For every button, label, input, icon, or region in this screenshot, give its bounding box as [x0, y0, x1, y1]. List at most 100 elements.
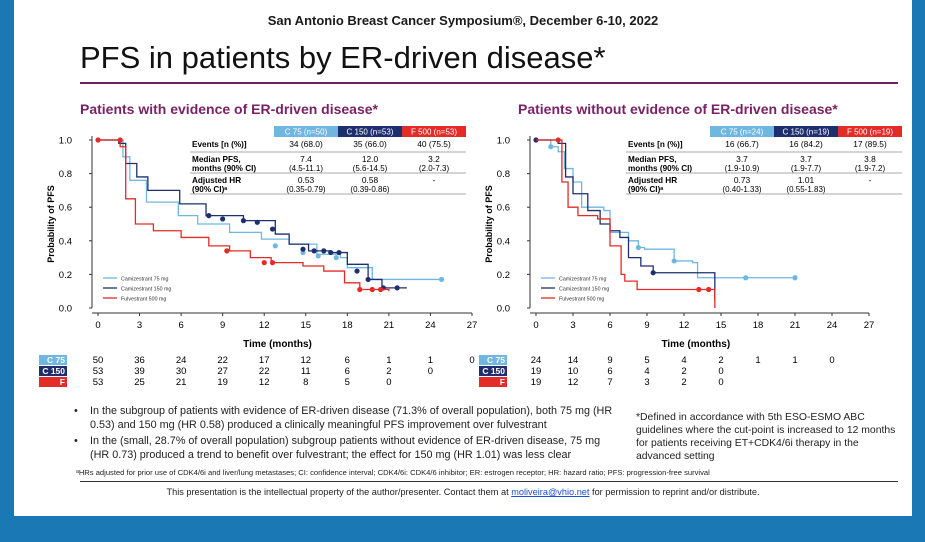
table-cell-value: -	[869, 175, 872, 185]
censor-mark-c150	[311, 248, 317, 254]
censor-mark-f500	[369, 286, 375, 293]
y-tick-label: 0.6	[497, 203, 510, 214]
table-cell-value: 0.53	[298, 175, 315, 185]
slide: San Antonio Breast Cancer Symposium®, De…	[14, 0, 912, 516]
bullet-1: • In the subgroup of patients with eviden…	[74, 405, 613, 431]
at-risk-count: 4	[681, 355, 686, 366]
table-header-cell	[710, 126, 774, 137]
censor-mark-c150	[328, 249, 334, 256]
at-risk-count: 12	[568, 377, 579, 388]
right-chart-title: Patients without evidence of ER-driven d…	[518, 101, 838, 117]
table-row-label: (90% CI)ᵃ	[192, 185, 228, 194]
x-tick-label: 15	[300, 320, 311, 331]
footnote: ᵃHRs adjusted for prior use of CDK4/6i a…	[76, 468, 710, 477]
table-cell-value: 40 (75.5)	[417, 139, 451, 149]
x-tick-label: 0	[533, 320, 538, 331]
at-risk-count: 7	[607, 377, 612, 388]
table-cell-value: 12.0	[362, 154, 379, 164]
at-risk-count: 0	[428, 366, 433, 377]
censor-mark-c150	[336, 249, 342, 256]
left-chart-title: Patients with evidence of ER-driven dise…	[80, 101, 378, 117]
censor-mark-f500	[224, 248, 230, 254]
x-tick-label: 6	[178, 320, 183, 331]
at-risk-count: 36	[134, 355, 145, 366]
at-risk-count: 2	[386, 366, 391, 377]
censor-mark-c75	[671, 258, 677, 264]
at-risk-arm-label: F	[60, 377, 65, 387]
at-risk-count: 19	[531, 377, 542, 388]
censor-mark-f500	[706, 286, 712, 293]
at-risk-count: 30	[176, 366, 187, 377]
km-curve-f500	[98, 139, 390, 292]
at-risk-count: 19	[217, 377, 228, 388]
censor-mark-c150	[254, 219, 260, 225]
table-cell-ci: (1.9-7.2)	[855, 164, 886, 173]
censor-mark-c75	[333, 255, 339, 261]
table-cell-ci: (1.9-10.9)	[725, 164, 760, 173]
at-risk-count: 24	[531, 355, 542, 366]
table-header-label: F 500 (n=53)	[411, 128, 457, 137]
at-risk-count: 53	[93, 366, 104, 377]
km-curve-c150	[98, 139, 407, 289]
at-risk-count: 25	[134, 377, 145, 388]
at-risk-arm-badge	[479, 377, 507, 387]
at-risk-count: 4	[644, 366, 649, 377]
x-axis-label: Time (months)	[243, 339, 312, 350]
table-row-label: Adjusted HR	[192, 176, 241, 185]
censor-mark-c75	[635, 244, 641, 251]
conference-header: San Antonio Breast Cancer Symposium®, De…	[267, 13, 659, 28]
table-header-cell	[402, 126, 466, 137]
table-row-label: (90% CI)ᵃ	[628, 185, 664, 194]
y-axis-label: Probability of PFS	[484, 185, 494, 263]
table-cell-value: 3.7	[736, 154, 748, 164]
y-tick-label: 0.4	[497, 236, 510, 247]
table-cell-value: 1.01	[798, 175, 815, 185]
x-tick-label: 18	[753, 320, 764, 331]
table-body	[626, 137, 902, 193]
table-cell-value: 0.73	[734, 175, 751, 185]
censor-mark-c75	[438, 276, 445, 283]
at-risk-count: 22	[217, 355, 228, 366]
at-risk-count: 12	[300, 355, 311, 366]
y-tick-label: 0.0	[497, 304, 510, 315]
at-risk-count: 9	[607, 355, 612, 366]
at-risk-count: 50	[93, 355, 104, 366]
table-row-label: months (90% CI)	[192, 164, 256, 173]
censor-mark-c150	[206, 213, 212, 219]
y-tick-label: 0.4	[59, 236, 72, 247]
censor-mark-c75	[272, 243, 278, 249]
contact-email-link[interactable]: moliveira@vhio.net	[511, 487, 590, 497]
censor-mark-f500	[117, 137, 123, 143]
censor-mark-f500	[357, 286, 363, 293]
at-risk-count: 6	[345, 355, 350, 366]
table-cell-value: 17 (89.5)	[853, 139, 887, 149]
property-notice: This presentation is the intellectual pr…	[166, 487, 760, 497]
table-header-label: F 500 (n=19)	[847, 128, 893, 137]
legend-label: Camizestrant 150 mg	[559, 287, 609, 293]
censor-mark-c150	[365, 276, 371, 283]
table-row-label: Adjusted HR	[628, 176, 677, 185]
x-tick-label: 24	[827, 320, 838, 331]
table-cell-value: -	[433, 175, 436, 185]
at-risk-count: 5	[644, 355, 649, 366]
x-tick-label: 0	[95, 320, 100, 331]
table-header-cell	[274, 126, 338, 137]
x-tick-label: 9	[644, 320, 649, 331]
at-risk-arm-badge	[479, 355, 507, 365]
at-risk-arm-badge	[39, 355, 67, 365]
at-risk-count: 1	[792, 355, 797, 366]
at-risk-arm-badge	[39, 377, 67, 387]
table-row-label: Median PFS,	[192, 155, 241, 164]
at-risk-count: 6	[607, 366, 612, 377]
table-header-cell	[338, 126, 402, 137]
km-curve-f500	[536, 139, 716, 308]
at-risk-arm-badge	[479, 366, 507, 376]
x-tick-label: 6	[607, 320, 612, 331]
y-tick-label: 0.2	[59, 270, 72, 281]
table-header-label: C 150 (n=53)	[347, 128, 394, 137]
table-header-label: C 75 (n=24)	[721, 128, 764, 137]
table-cell-value: 35 (66.0)	[353, 139, 387, 149]
table-cell-value: 3.2	[428, 154, 440, 164]
